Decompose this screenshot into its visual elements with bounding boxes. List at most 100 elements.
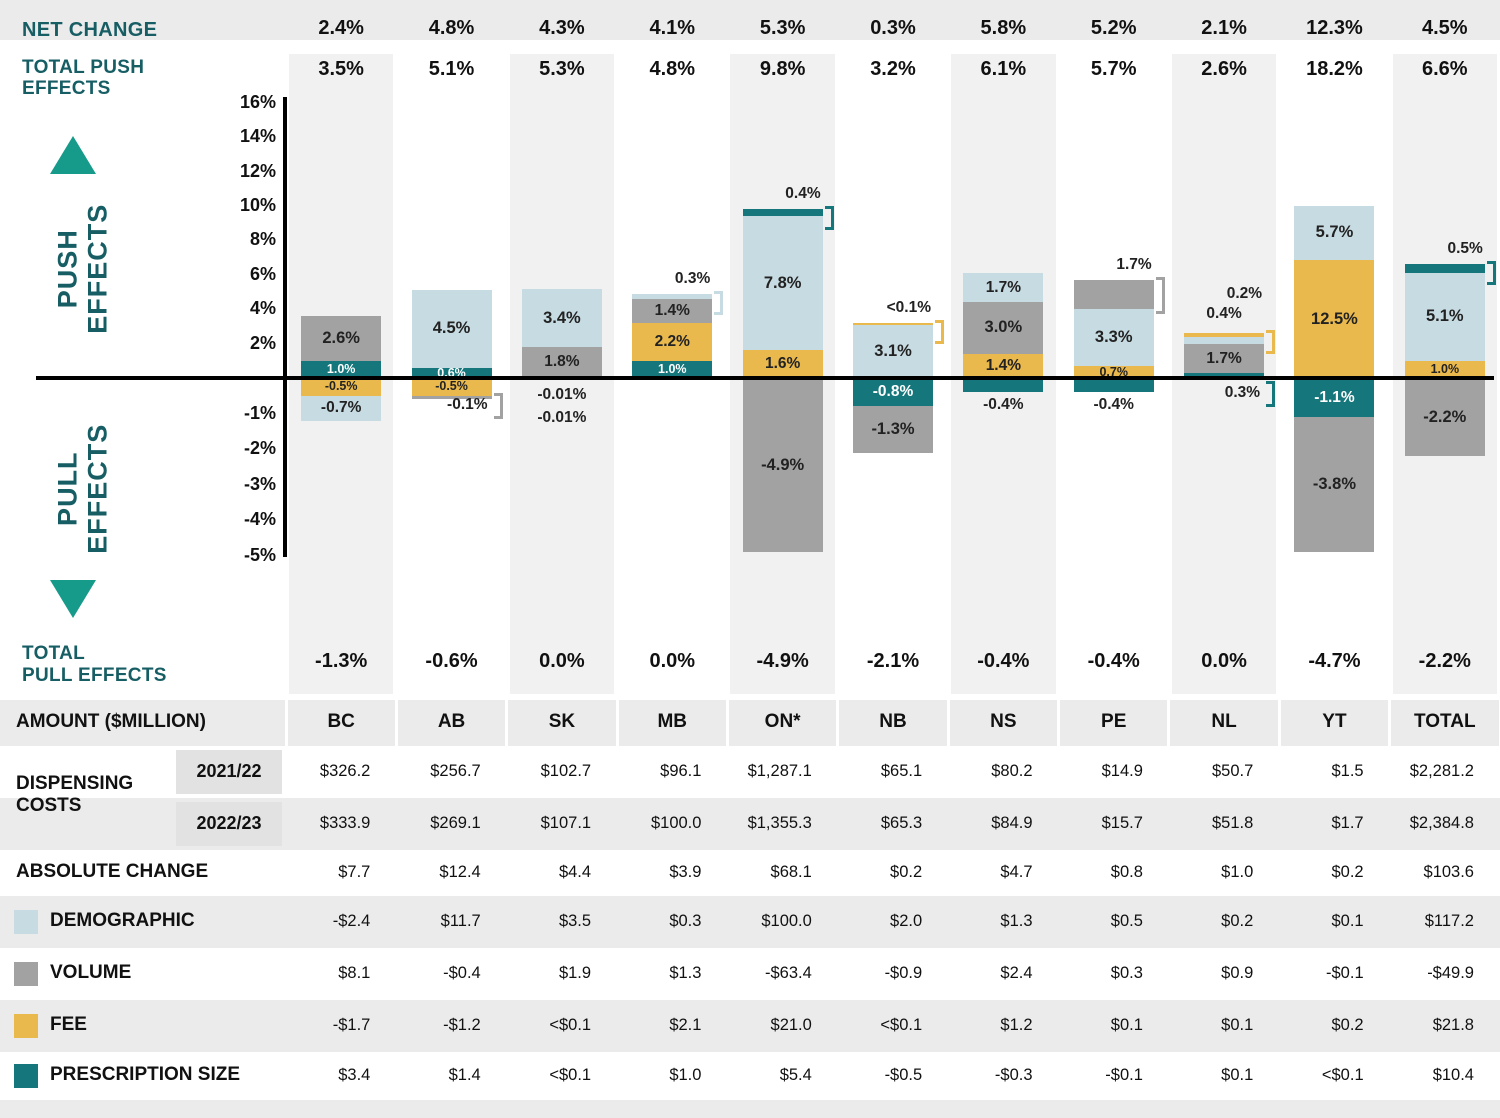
y-axis-tick: -5%	[243, 545, 276, 565]
table-cell-value: $0.1	[1221, 1016, 1254, 1034]
bar-value-label: 0.2%	[1226, 285, 1263, 303]
net-change-band	[0, 0, 1500, 40]
table-cell-value: $333.9	[319, 814, 371, 832]
net-change-value: 4.5%	[1422, 17, 1468, 39]
chart-area: 16% 14% 12% 10% 8% 6% 4% 2% -1% -2% -3% -4% -5% 2.4% 3…	[239, 17, 1497, 694]
bar-segment-NL-demographic	[1184, 336, 1265, 344]
table-cell-value: -$2.4	[332, 912, 371, 930]
bar-segment-BC-demographic	[301, 395, 382, 421]
table-cell-value: $0.2	[1221, 912, 1254, 930]
table-cell-value: $65.3	[880, 814, 923, 832]
prescription_size-legend-swatch	[14, 1064, 38, 1088]
y-axis-tick: -4%	[243, 509, 276, 530]
table-cell-value: $1.4	[448, 1066, 481, 1084]
table-cell-value: $1.0	[1221, 863, 1254, 881]
bar-segment-BC-fee	[301, 378, 382, 396]
y-axis-tick: 16%	[239, 91, 276, 112]
bar-value-label: -0.1%	[447, 395, 488, 413]
bar-segment-BC-volume	[301, 316, 382, 361]
column-header-NL: NL	[1211, 711, 1237, 732]
table-header-separator	[725, 700, 729, 746]
bar-value-label: 1.0%	[658, 361, 687, 376]
bar-segment-YT-volume	[1294, 417, 1375, 553]
bar-value-label: 0.6%	[437, 365, 466, 380]
table-cell-value: $0.1	[1110, 1016, 1143, 1034]
bar-value-label: -0.4%	[1093, 396, 1134, 414]
bracket-callout	[824, 206, 834, 231]
bar-value-label: -0.5%	[324, 379, 358, 393]
bar-segment-NL-prescription_size	[1184, 372, 1265, 378]
table-header-separator	[946, 700, 950, 746]
bar-segment-NB-volume	[853, 406, 933, 453]
table-cell-value: -$1.7	[332, 1016, 371, 1034]
table-cell-value: $0.3	[669, 912, 702, 930]
total-push-value: 9.8%	[759, 58, 806, 80]
table-header-separator	[1277, 700, 1281, 746]
bar-segment-TOTAL-prescription_size	[1404, 264, 1485, 274]
table-cell-value: -$0.9	[884, 964, 923, 982]
bar-segment-ON-demographic	[742, 216, 823, 351]
total-push-value: 18.2%	[1306, 58, 1363, 80]
total-push-value: 6.6%	[1422, 58, 1468, 80]
net-change-label: NET CHANGE	[22, 19, 158, 41]
table-header-separator	[505, 700, 509, 746]
table-cell-value: $0.1	[1221, 1066, 1254, 1084]
bar-segment-SK-demographic	[521, 288, 602, 348]
table-cell-value: $3.5	[558, 912, 592, 930]
table-cell-value: -$0.5	[884, 1066, 923, 1084]
bar-value-label: 1.6%	[764, 355, 801, 373]
bar-segment-NL-fee	[1184, 333, 1265, 337]
table-header-separator	[615, 700, 619, 746]
bar-segment-PE-prescription_size	[1073, 378, 1154, 393]
bar-value-label: 3.0%	[984, 318, 1023, 337]
table-cell-value: $269.1	[430, 814, 481, 832]
bar-segment-SK-volume	[521, 347, 602, 378]
year-label: 2022/23	[196, 813, 262, 833]
bar-segment-NB-prescription_size	[853, 378, 933, 407]
bar-value-label: -0.5%	[435, 379, 468, 393]
table-cell-value: $1.3	[669, 964, 702, 982]
bar-segment-ON-fee	[742, 350, 823, 378]
bar-value-label: -2.2%	[1423, 408, 1467, 426]
bar-segment-AB-volume	[411, 395, 492, 400]
table-cell-value: $21.8	[1432, 1016, 1474, 1034]
table-cell-value: <$0.1	[549, 1016, 592, 1034]
table-cell-value: $0.2	[1331, 1016, 1364, 1034]
y-axis-tick: -2%	[243, 438, 276, 459]
table-cell-value: -$1.2	[443, 1016, 481, 1034]
net-change-value: 12.3%	[1306, 17, 1363, 39]
pull-down-arrow-icon	[50, 580, 96, 618]
total-pull-value: -4.7%	[1308, 650, 1361, 672]
y-axis-line	[283, 97, 287, 557]
demographic-legend-swatch	[14, 910, 38, 934]
bar-value-label: 0.7%	[1099, 364, 1128, 379]
column-header-AB: AB	[437, 711, 466, 732]
total-pull-value: -2.2%	[1418, 650, 1471, 672]
push-up-arrow-icon	[50, 136, 96, 174]
bar-segment-NS-fee	[963, 353, 1044, 378]
bar-value-label: 4.5%	[432, 319, 471, 338]
column-header-NB: NB	[879, 711, 907, 732]
bar-segment-AB-fee	[411, 378, 492, 396]
bar-value-label: -0.4%	[983, 396, 1024, 414]
column-header-MB: MB	[657, 711, 688, 732]
bracket-callout	[1266, 381, 1276, 407]
total-push-value: 5.1%	[428, 58, 475, 80]
total-push-value: 5.7%	[1090, 58, 1137, 80]
table-row-band	[0, 896, 1500, 948]
fee-legend-swatch	[14, 1014, 38, 1038]
table-cell-value: <$0.1	[549, 1066, 592, 1084]
table-cell-value: $3.4	[338, 1066, 371, 1084]
total-pull-value: 0.0%	[539, 650, 585, 672]
bracket-callout	[1266, 330, 1276, 355]
bar-value-label: -0.01%	[537, 386, 587, 403]
y-axis-tick: 12%	[239, 160, 276, 181]
y-axis-tick: 10%	[239, 195, 276, 215]
table-cell-value: -$0.1	[1105, 1066, 1143, 1084]
bar-value-label: 1.4%	[985, 356, 1022, 374]
table-header-separator	[1498, 700, 1500, 746]
net-change-value: 0.3%	[870, 17, 916, 39]
table-cell-value: $2.1	[669, 1016, 702, 1034]
total-push-value: 3.2%	[870, 58, 916, 80]
bar-segment-NS-demographic	[963, 273, 1044, 303]
